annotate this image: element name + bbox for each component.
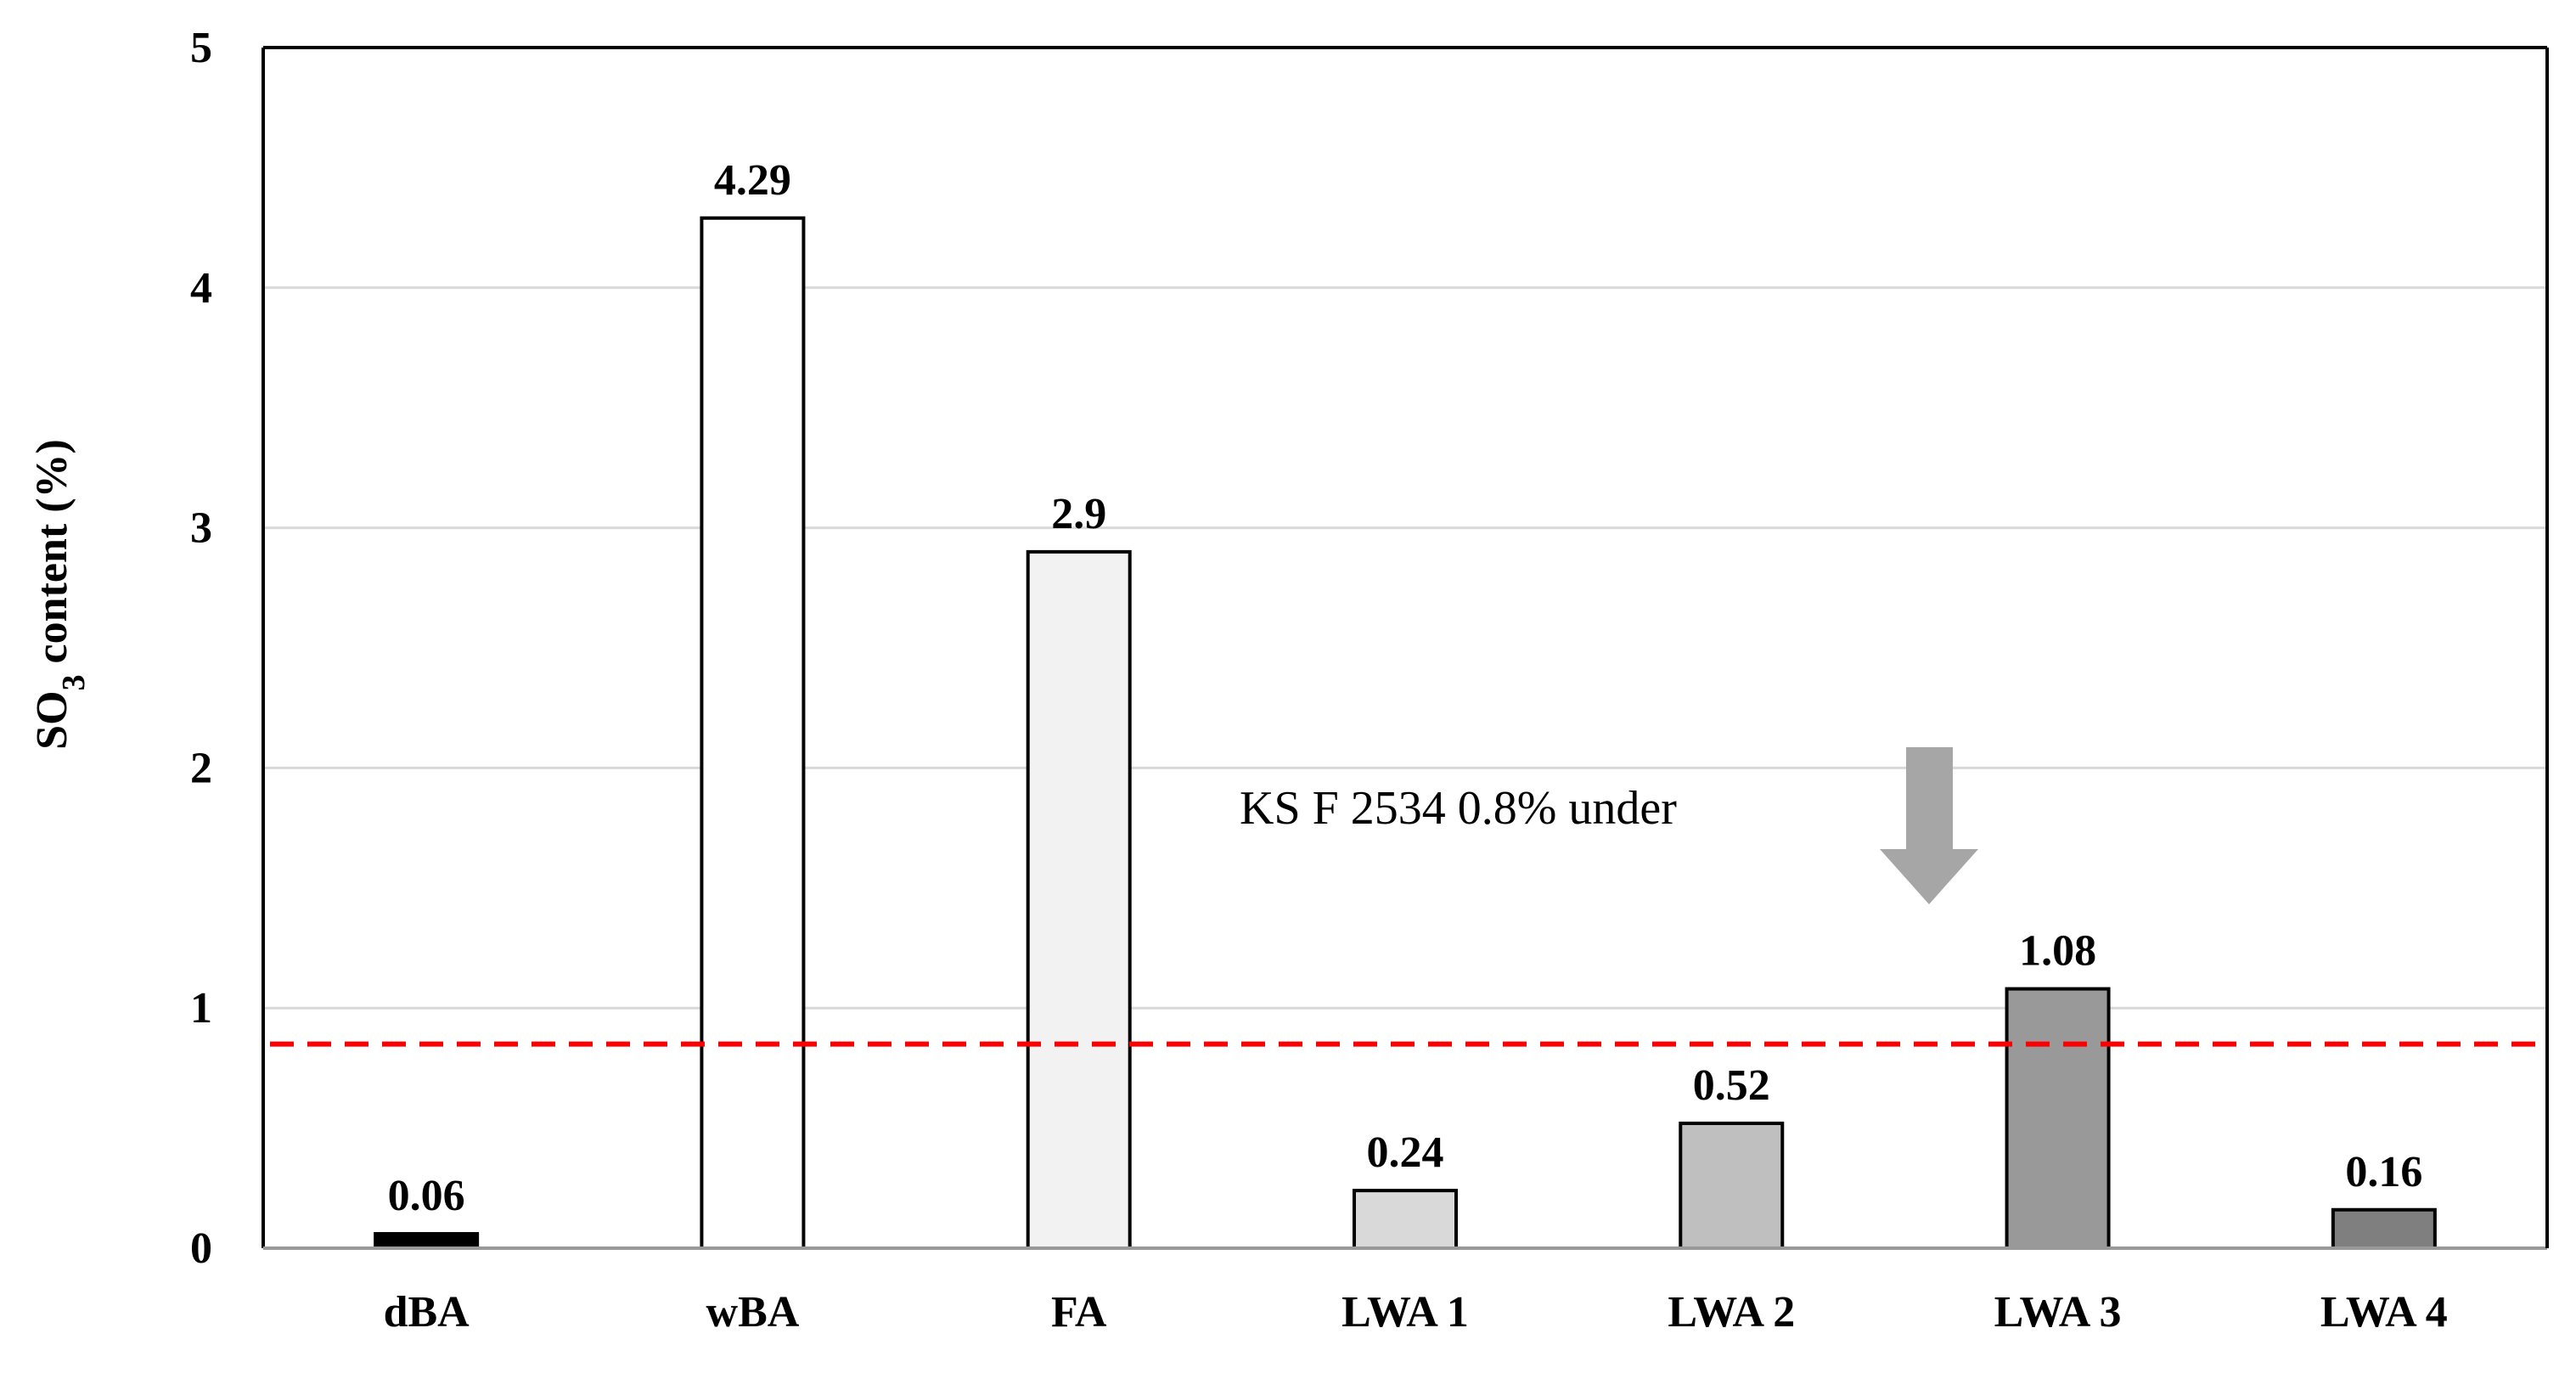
- bar-dba: [374, 1232, 480, 1250]
- gridlines: [263, 46, 2547, 1010]
- x-tick-label: LWA 1: [1341, 1288, 1469, 1336]
- x-tick-label: LWA 4: [2320, 1288, 2448, 1336]
- annotation-text: KS F 2534 0.8% under: [1240, 782, 1677, 835]
- bar-lwa-2: [1679, 1121, 1785, 1250]
- bar-lwa-4: [2331, 1207, 2437, 1250]
- data-label: 0.06: [388, 1172, 465, 1220]
- bar-wba: [700, 216, 806, 1251]
- data-label: 1.08: [2019, 927, 2096, 976]
- bar-fa: [1026, 549, 1132, 1250]
- y-tick-label: 5: [190, 24, 212, 72]
- y-tick-label: 2: [190, 744, 212, 792]
- y-tick-label: 3: [190, 504, 212, 553]
- y-tick-label: 1: [190, 984, 212, 1033]
- y-tick-label: 0: [190, 1224, 212, 1273]
- x-tick-label: FA: [1051, 1288, 1107, 1336]
- data-label: 0.52: [1693, 1061, 1770, 1110]
- data-label: 4.29: [714, 156, 791, 205]
- x-tick-label: dBA: [384, 1288, 470, 1336]
- down-arrow-icon: [1880, 747, 1978, 904]
- data-label: 0.24: [1367, 1128, 1444, 1177]
- y-axis-label: SO3 content (%): [28, 439, 92, 750]
- x-tick-label: LWA 2: [1668, 1288, 1795, 1336]
- data-label: 0.16: [2345, 1148, 2422, 1196]
- y-tick-label: 4: [190, 264, 212, 312]
- x-tick-label: LWA 3: [1994, 1288, 2122, 1336]
- labels: 0 1 2 3 4 5 0.06 dBA 4.29 wBA 2.9 FA 0.24 LWA 1 0.52 LW…: [190, 24, 2448, 1336]
- bars: [374, 216, 2437, 1251]
- bar-lwa-3: [2005, 987, 2111, 1251]
- x-tick-label: wBA: [706, 1288, 800, 1336]
- axes: [262, 46, 2549, 1250]
- data-label: 2.9: [1051, 490, 1106, 538]
- bar-lwa-1: [1353, 1189, 1458, 1251]
